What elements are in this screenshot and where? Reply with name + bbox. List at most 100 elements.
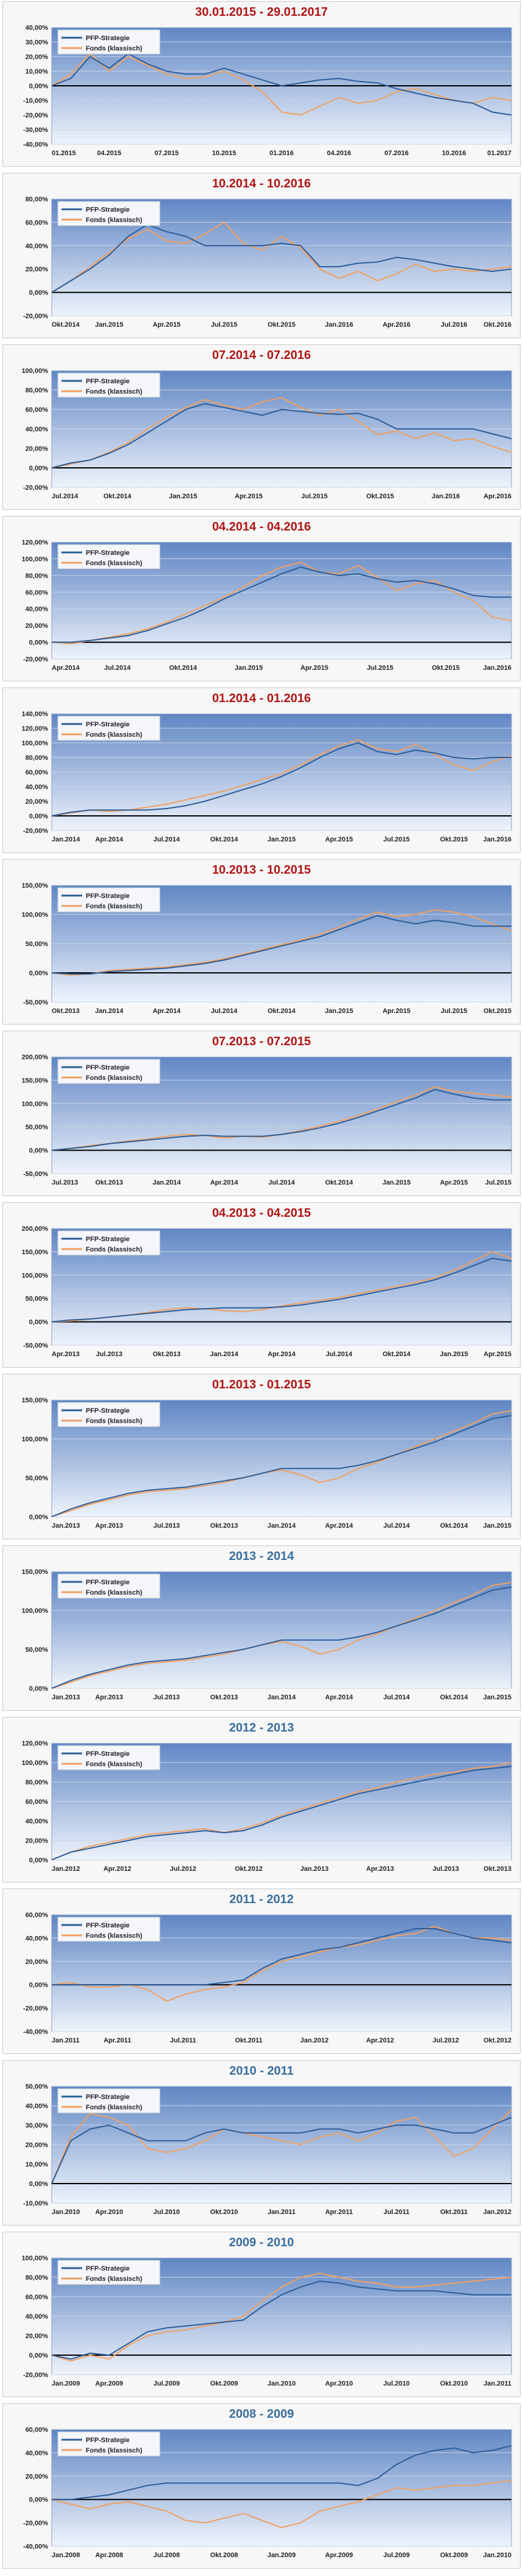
chart-title: 2012 - 2013 [229,1721,294,1735]
line-chart: -50,00% 0,00% 50,00% 100,00% 150,00% Okt.2013… [22,882,512,1015]
chart-panel: 07.2013 - 07.2015 -50,00% 0,00% 50,00% 100,0… [2,1031,521,1196]
series-line [51,1762,512,1861]
x-tick-label: Jan.2014 [210,1351,238,1358]
x-tick-label: Jul.2013 [153,1522,179,1530]
y-tick-label: 150,00% [22,1248,49,1256]
chart-panel: 10.2013 - 10.2015 -50,00% 0,00% 50,00% 100,0… [2,859,521,1025]
x-tick-label: Apr.2015 [483,1351,511,1358]
series-line [51,561,512,645]
x-tick-label: 04.2016 [327,150,352,157]
x-tick-label: Apr.2013 [52,1351,80,1358]
x-tick-label: Jan.2015 [169,493,197,500]
y-tick-label: -40,00% [23,141,48,148]
y-tick-label: 10,00% [26,2161,49,2168]
chart-panel: 2008 - 2009 -40,00% -20,00% 0,00% 20,00% 40,0… [2,2403,521,2569]
x-tick-label: Apr.2015 [235,493,263,500]
legend-label: PFP-Strategie [86,2265,130,2272]
x-tick-label: Okt.2015 [432,664,460,672]
y-tick-label: 20,00% [26,2142,49,2149]
x-tick-label: Jan.2016 [432,493,460,500]
y-tick-label: 0,00% [29,290,48,297]
x-tick-label: Apr.2015 [325,836,353,843]
y-tick-label: 60,00% [26,1912,49,1919]
y-tick-label: 80,00% [26,2274,49,2282]
x-tick-label: Okt.2010 [440,2380,468,2387]
line-chart: -20,00% 0,00% 20,00% 40,00% 60,00% 80,00% 100,… [22,2255,512,2387]
x-tick-label: Okt.2012 [235,1865,263,1873]
legend-label: Fonds (klassisch) [86,1246,142,1253]
x-tick-label: Apr.2014 [52,664,80,672]
chart-panel: 10.2014 - 10.2016 -20,00% 0,00% 20,00% 40,00… [2,173,521,338]
x-tick-label: Okt.2011 [235,2037,262,2044]
chart-title: 2013 - 2014 [229,1550,294,1563]
y-tick-label: 0,00% [29,1857,48,1864]
line-chart: 0,00% 50,00% 100,00% 150,00% Jan.2013 Apr.201… [22,1397,512,1530]
x-tick-label: Jul.2011 [170,2037,196,2044]
y-tick-label: 0,00% [29,465,48,472]
x-tick-label: Jan.2015 [483,1522,511,1530]
chart-panel: 07.2014 - 07.2016 -20,00% 0,00% 20,00% 40,00… [2,344,521,510]
x-tick-label: Okt.2011 [440,2209,468,2216]
x-tick-label: Okt.2015 [366,493,394,500]
legend-label: PFP-Strategie [86,35,130,42]
y-tick-label: 0,00% [29,2496,48,2504]
y-tick-label: 100,00% [22,1760,49,1767]
series-line [51,221,512,293]
y-tick-label: 0,00% [29,2181,48,2188]
chart-title: 07.2013 - 07.2015 [212,1035,311,1048]
legend-label: Fonds (klassisch) [86,1761,142,1768]
series-line [51,397,512,468]
y-tick-label: 30,00% [26,2122,49,2129]
y-tick-label: 30,00% [26,39,49,46]
y-tick-label: 40,00% [26,24,49,32]
y-tick-label: 20,00% [26,445,49,453]
series-line [51,1586,512,1689]
y-tick-label: 20,00% [26,266,49,273]
legend-label: PFP-Strategie [86,1064,130,1071]
series-line [51,1766,512,1861]
legend [57,2260,161,2285]
x-tick-label: Okt.2015 [268,321,296,329]
x-tick-label: Apr.2008 [95,2552,123,2559]
x-tick-label: Jul.2015 [211,321,237,329]
y-tick-label: 40,00% [26,2313,49,2320]
x-tick-label: Jan.2008 [52,2552,80,2559]
x-tick-label: Jan.2013 [300,1865,328,1873]
x-tick-label: Jul.2014 [211,1008,238,1015]
x-tick-label: 07.2015 [154,150,179,157]
line-chart: -40,00% -20,00% 0,00% 20,00% 40,00% 60,00% Jan… [23,2426,512,2559]
x-tick-label: Jul.2013 [432,1865,459,1873]
y-tick-label: -40,00% [23,2028,48,2036]
y-tick-label: 100,00% [22,740,49,747]
y-tick-label: 100,00% [22,1101,49,1108]
series-line [51,1258,512,1323]
x-tick-label: Jul.2009 [383,2552,409,2559]
y-tick-label: -50,00% [23,1342,48,1349]
x-tick-label: Jan.2015 [325,1008,353,1015]
chart-title: 04.2013 - 04.2015 [212,1206,311,1220]
y-tick-label: -50,00% [23,1171,48,1178]
x-tick-label: Okt.2014 [325,1179,354,1186]
x-tick-label: Okt.2014 [52,321,80,329]
x-tick-label: Okt.2013 [153,1351,181,1358]
legend-label: Fonds (klassisch) [86,1418,142,1425]
series-line [51,1415,512,1517]
chart-title: 30.01.2015 - 29.01.2017 [195,5,328,19]
legend [57,2431,161,2457]
legend-label: Fonds (klassisch) [86,1074,142,1082]
x-tick-label: Jul.2015 [301,493,327,500]
legend [57,1402,161,1427]
y-tick-label: 20,00% [26,2473,49,2480]
x-tick-label: Jan.2015 [235,664,263,672]
x-tick-label: Jul.2016 [441,321,467,329]
series-line [52,2445,512,2501]
legend-label: Fonds (klassisch) [86,1932,142,1940]
chart-title: 2008 - 2009 [229,2407,294,2421]
x-tick-label: Jan.2010 [52,2209,80,2216]
x-tick-label: Jan.2012 [300,2037,328,2044]
x-tick-label: Okt.2013 [210,1694,238,1701]
x-tick-label: Okt.2013 [210,1522,238,1530]
x-tick-label: Jul.2015 [441,1008,467,1015]
legend-label: Fonds (klassisch) [86,388,142,395]
x-tick-label: 10.2015 [212,150,237,157]
